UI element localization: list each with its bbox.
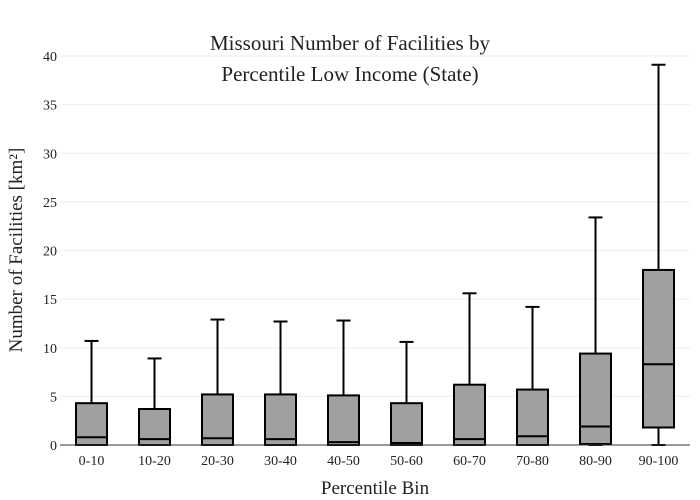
box-iqr (390, 402, 423, 446)
grid-lines (60, 55, 690, 397)
x-tick-label: 20-30 (201, 454, 234, 469)
box-10-20 (138, 357, 171, 446)
box-0-10 (75, 339, 108, 446)
x-tick-label: 60-70 (453, 454, 486, 469)
y-tick-label: 20 (43, 245, 57, 260)
x-axis-title: Percentile Bin (321, 478, 430, 499)
box-iqr (642, 268, 675, 429)
boxes (75, 63, 675, 447)
x-tick-label: 10-20 (138, 454, 171, 469)
y-tick-label: 30 (43, 147, 57, 162)
y-axis-title: Number of Facilities [km²] (6, 148, 27, 353)
box-iqr (264, 393, 297, 446)
box-20-30 (201, 318, 234, 446)
y-tick-label: 0 (50, 439, 57, 454)
x-tick-label: 50-60 (390, 454, 423, 469)
chart-title-line-2: Percentile Low Income (State) (221, 62, 478, 86)
box-iqr (327, 394, 360, 446)
x-tick-label: 30-40 (264, 454, 297, 469)
x-tick-label: 80-90 (579, 454, 612, 469)
x-tick-label: 0-10 (79, 454, 105, 469)
x-tick-label: 90-100 (639, 454, 679, 469)
y-tick-label: 25 (43, 196, 57, 211)
box-80-90 (579, 216, 612, 446)
box-50-60 (390, 340, 423, 446)
y-tick-label: 10 (43, 342, 57, 357)
x-tick-label: 40-50 (327, 454, 360, 469)
box-iqr (579, 352, 612, 446)
box-iqr (453, 383, 486, 446)
y-tick-label: 35 (43, 99, 57, 114)
box-90-100 (642, 63, 675, 446)
y-tick-label: 15 (43, 293, 57, 308)
x-tick-label: 70-80 (516, 454, 549, 469)
box-40-50 (327, 319, 360, 446)
box-30-40 (264, 320, 297, 446)
y-tick-label: 40 (43, 50, 57, 65)
box-iqr (75, 402, 108, 446)
y-axis-ticks: 0 5 10 15 20 25 30 35 40 (43, 50, 57, 454)
box-60-70 (453, 292, 486, 446)
x-axis-ticks: 0-10 10-20 20-30 30-40 40-50 50-60 60-70 70-80 8… (79, 454, 679, 469)
chart-title-line-1: Missouri Number of Facilities by (210, 31, 490, 55)
y-tick-label: 5 (50, 390, 57, 405)
chart-title: Missouri Number of Facilities by Percent… (210, 31, 490, 86)
box-70-80 (516, 305, 549, 447)
